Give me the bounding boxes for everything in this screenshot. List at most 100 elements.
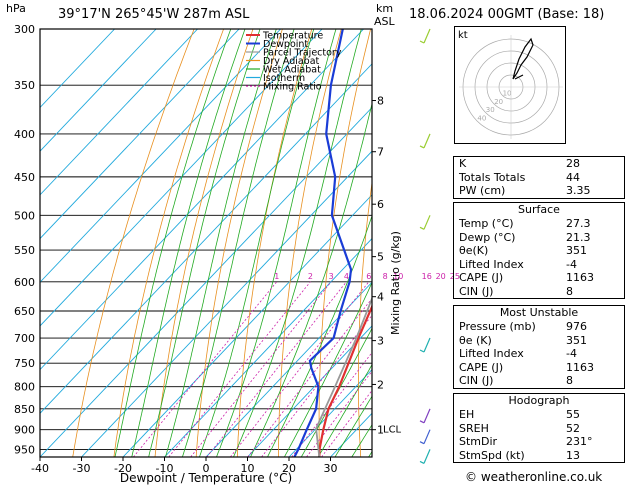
legend-entry: Temperature	[262, 31, 323, 42]
pressure-tick-label: 400	[14, 128, 35, 141]
isotherm-line	[40, 106, 372, 457]
wet-adiabat-line	[114, 29, 232, 457]
row-value: 28	[566, 157, 580, 170]
temperature-tick-label: -20	[114, 462, 132, 475]
row-value: 3.35	[566, 184, 591, 197]
wet-adiabat-line	[181, 29, 295, 457]
wind-barb	[423, 337, 431, 353]
mixing-ratio-label: 1	[274, 272, 279, 281]
legend-entry: Mixing Ratio	[263, 82, 322, 93]
table-row: SREH 52	[454, 422, 624, 436]
pressure-tick-label: 800	[14, 381, 35, 394]
wind-barb	[423, 28, 431, 44]
wind-barb-flag	[419, 420, 425, 424]
row-label: Totals Totals	[459, 170, 526, 184]
location-label: 39°17'N 265°45'W 287m ASL	[58, 7, 250, 22]
pressure-tick-label: 750	[14, 357, 35, 370]
row-label: CIN (J)	[459, 374, 494, 387]
mixing-ratio-axis-label: Mixing Ratio (g/kg)	[389, 231, 402, 335]
isotherm-line	[205, 281, 372, 457]
row-value: 1163	[566, 360, 594, 374]
row-value: 8	[566, 374, 573, 387]
km-tick-label: 1	[377, 424, 384, 437]
wind-barb	[423, 429, 431, 444]
mixing-ratio-label: 2	[308, 272, 313, 281]
temperature-tick-label: 30	[324, 462, 338, 475]
pressure-tick-label: 700	[14, 332, 35, 345]
table-row: θe(K) 351	[454, 244, 624, 258]
hodograph-unit-label: kt	[458, 30, 468, 41]
row-value: 13	[566, 448, 580, 462]
temperature-tick-label: -10	[156, 462, 174, 475]
mixing-ratio-line	[261, 314, 372, 457]
table-row: θe (K) 351	[454, 334, 624, 348]
isotherm-line	[288, 368, 372, 457]
table-row: CAPE (J) 1163	[454, 361, 624, 375]
row-value: 351	[566, 333, 587, 347]
legend-entry: Dry Adiabat	[263, 56, 320, 67]
pressure-tick-label: 850	[14, 403, 35, 416]
most-unstable-table: Most Unstable Pressure (mb) 976 θe (K) 351 L…	[453, 305, 625, 389]
table-row: Temp (°C) 27.3	[454, 217, 624, 231]
wet-adiabat-line	[198, 29, 315, 457]
dewpoint-line	[293, 29, 353, 457]
isotherm-line	[40, 29, 281, 283]
isotherm-line	[247, 325, 372, 457]
footer-credit: © weatheronline.co.uk	[465, 470, 603, 484]
dry-adiabat-line	[72, 29, 195, 457]
row-value: 52	[566, 421, 580, 435]
row-value: 27.3	[566, 217, 591, 230]
pressure-tick-label: 950	[14, 443, 35, 456]
wet-adiabat-line	[283, 281, 372, 457]
asl-label: ASL	[374, 15, 395, 28]
row-label: StmSpd (kt)	[459, 448, 525, 462]
km-tick-label: 7	[377, 146, 384, 159]
dry-adiabat-line	[236, 29, 313, 457]
pressure-tick-label: 500	[14, 209, 35, 222]
datetime-label: 18.06.2024 00GMT (Base: 18)	[409, 7, 605, 22]
wind-barb	[423, 133, 431, 149]
lcl-label: LCL	[383, 424, 402, 435]
isotherm-line	[40, 29, 115, 109]
storm-motion-arrow	[514, 74, 524, 80]
hodograph-trace	[512, 37, 534, 80]
mixing-ratio-line	[206, 281, 347, 457]
wet-adiabat-line	[131, 29, 246, 457]
pressure-tick-label: 350	[14, 79, 35, 92]
mixing-ratio-line	[291, 351, 372, 457]
row-value: 1163	[566, 271, 594, 284]
hodograph-table-title: Hodograph	[508, 394, 570, 407]
row-label: θe (K)	[459, 333, 492, 347]
legend-entry: Dewpoint	[263, 39, 308, 50]
row-label: Lifted Index	[459, 257, 524, 271]
km-tick-label: 3	[377, 335, 384, 348]
isotherm-line	[81, 150, 372, 457]
mixing-ratio-label: 8	[383, 272, 388, 281]
temperature-tick-label: -40	[31, 462, 49, 475]
km-tick-label: 6	[377, 198, 384, 211]
temperature-tick-label: 0	[203, 462, 210, 475]
isotherm-line	[122, 194, 372, 457]
pressure-tick-label: 600	[14, 276, 35, 289]
row-label: CAPE (J)	[459, 360, 504, 374]
most-unstable-title: Most Unstable	[499, 306, 579, 319]
isotherm-line	[40, 29, 323, 327]
parcel-trajectory-line	[315, 296, 372, 457]
row-value: 44	[566, 170, 580, 184]
wind-barb	[423, 408, 431, 424]
table-row: StmSpd (kt) 13	[454, 449, 624, 463]
pressure-tick-label: 550	[14, 244, 35, 257]
isotherm-line	[164, 237, 372, 457]
temperature-line	[318, 304, 372, 457]
mixing-ratio-label: 25	[450, 272, 460, 281]
mixing-ratio-label: 4	[344, 272, 349, 281]
hodograph-ring-label: 20	[494, 98, 503, 106]
hodograph-ring-label: 10	[503, 89, 512, 97]
pressure-tick-label: 900	[14, 424, 35, 437]
isotherm-line	[40, 29, 157, 152]
km-tick-label: 5	[377, 251, 384, 264]
surface-title: Surface	[518, 203, 560, 216]
wet-adiabat-line	[165, 29, 277, 457]
